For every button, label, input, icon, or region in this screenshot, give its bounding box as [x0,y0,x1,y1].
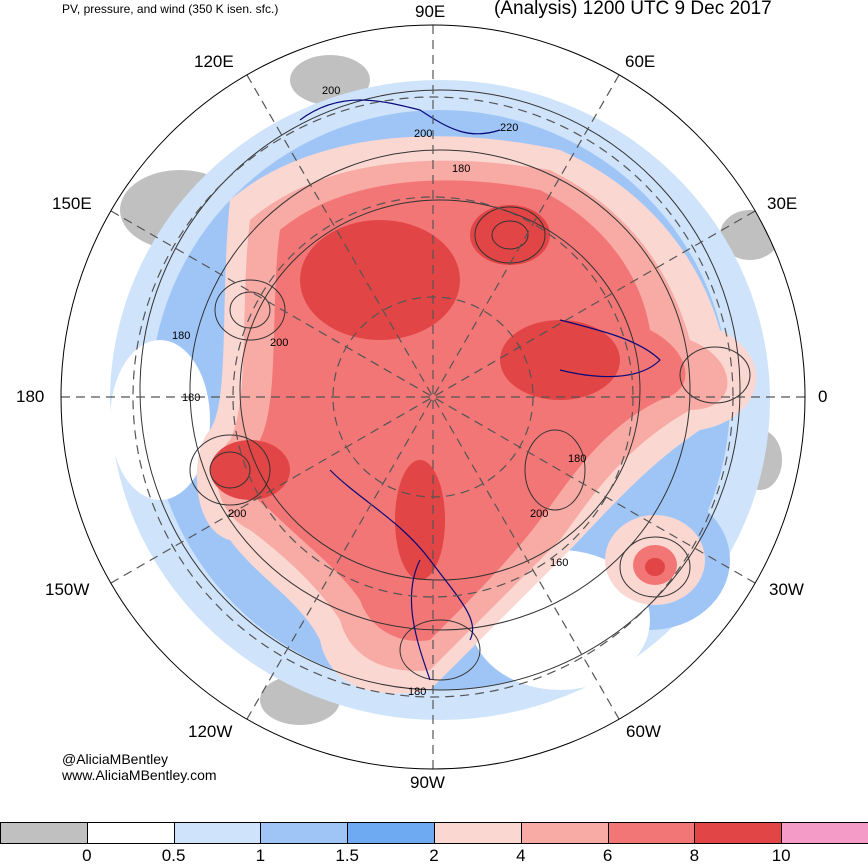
colorbar-tick-label: 8 [689,846,700,865]
colorbar-ticks: 0 0.5 1 1.5 2 4 6 8 10 [0,846,868,866]
contour-label: 220 [500,122,518,134]
lon-label-60w: 60W [626,722,661,741]
colorbar-tick-label: 0 [82,846,92,865]
colorbar-swatch [347,822,435,844]
colorbar-swatch [173,822,262,844]
contour-label: 180 [568,453,586,465]
contour-label: 200 [228,508,246,520]
contour-label: 200 [270,337,288,349]
lon-label-180: 180 [16,387,45,406]
colorbar-swatch [781,822,868,844]
lon-label-30e: 30E [767,194,798,213]
credit-website: www.AliciaMBentley.com [62,767,217,783]
graticule [61,25,805,769]
colorbar-swatch [260,822,349,844]
lon-label-150e: 150E [52,194,92,213]
colorbar-tick-label: 2 [429,846,439,865]
lon-label-150w: 150W [45,580,90,599]
lon-label-0: 0 [818,387,828,406]
colorbar-tick-label: 10 [771,846,791,865]
credit-handle: @AliciaMBentley [62,751,169,767]
lon-label-90w: 90W [410,773,445,792]
lon-label-30w: 30W [769,580,804,599]
contour-label: 200 [414,128,432,140]
colorbar-tick-label: 0.5 [161,846,186,865]
high-pv-shading [196,136,757,694]
polar-map: 200 200 220 180 180 200 180 180 200 200 … [60,24,806,770]
contour-label: 180 [182,392,200,404]
colorbar-swatch [694,822,783,844]
contour-label: 160 [550,557,568,569]
colorbar-swatch [607,822,696,844]
map-title: PV, pressure, and wind (350 K isen. sfc.… [62,2,279,16]
analysis-time: (Analysis) 1200 UTC 9 Dec 2017 [494,0,772,19]
colorbar-tick-label: 4 [516,846,526,865]
contour-label: 180 [408,686,426,698]
lon-label-90e: 90E [415,2,446,21]
contour-label: 200 [322,85,340,97]
lon-label-60e: 60E [625,52,656,71]
colorbar-swatch [520,822,609,844]
contour-label: 200 [530,508,548,520]
lon-label-120w: 120W [188,722,233,741]
lon-label-120e: 120E [194,52,234,71]
colorbar-tick-label: 6 [602,846,613,865]
colorbar-swatch [433,822,522,844]
pressure-contours [139,89,751,691]
coastlines [299,99,661,681]
colorbar [0,822,868,844]
colorbar-swatch [86,822,175,844]
contour-label: 180 [452,163,470,175]
colorbar-tick-label: 1.5 [335,846,360,865]
colorbar-swatch [0,822,88,844]
colorbar-tick-label: 1 [255,846,266,865]
contour-label: 180 [172,330,190,342]
